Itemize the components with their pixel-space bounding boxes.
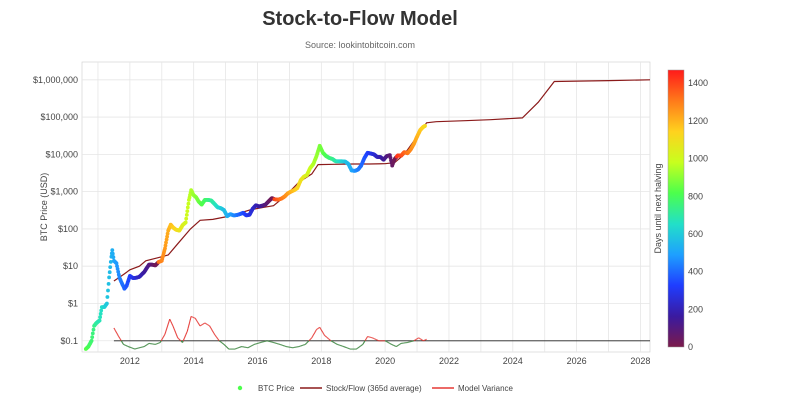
x-tick-label: 2012 bbox=[120, 356, 140, 366]
x-tick-label: 2028 bbox=[630, 356, 650, 366]
legend-label: Model Variance bbox=[458, 384, 514, 393]
legend-item-3[interactable]: Model Variance bbox=[432, 384, 514, 393]
btc-price-point bbox=[99, 308, 104, 313]
btc-price-point bbox=[90, 335, 95, 339]
series bbox=[83, 79, 650, 351]
x-tick-label: 2018 bbox=[311, 356, 331, 366]
colorbar-tick-label: 0 bbox=[688, 342, 693, 352]
y-tick-label: $10 bbox=[63, 261, 78, 271]
y-tick-label: $0.1 bbox=[60, 336, 78, 346]
x-tick-label: 2026 bbox=[567, 356, 587, 366]
colorbar-tick-label: 1400 bbox=[688, 78, 708, 88]
btc-price-point bbox=[110, 248, 115, 253]
legend-swatch bbox=[237, 385, 243, 391]
colorbar-tick-label: 1000 bbox=[688, 154, 708, 164]
colorbar-tick-label: 800 bbox=[688, 191, 703, 201]
stock-flow-line bbox=[113, 79, 650, 282]
y-tick-label: $10,000 bbox=[45, 149, 78, 159]
x-tick-label: 2016 bbox=[247, 356, 267, 366]
btc-price-point bbox=[107, 270, 112, 275]
btc-price-point bbox=[185, 205, 190, 210]
chart-subtitle: Source: lookintobitcoin.com bbox=[304, 40, 416, 50]
btc-price-point bbox=[89, 338, 94, 343]
colorbar-tick-label: 600 bbox=[688, 229, 703, 239]
btc-price-point bbox=[185, 209, 190, 214]
btc-price-point bbox=[165, 231, 170, 236]
btc-price-point bbox=[106, 288, 110, 293]
chart-title: Stock-to-Flow Model bbox=[262, 8, 458, 30]
btc-price-point bbox=[91, 327, 96, 332]
btc-price-point bbox=[115, 267, 120, 271]
btc-price-point bbox=[111, 255, 116, 260]
y-tick-label: $1,000 bbox=[50, 187, 78, 197]
btc-price-point bbox=[163, 243, 168, 248]
btc-price-point bbox=[184, 216, 189, 221]
grid bbox=[81, 61, 651, 353]
btc-price-point bbox=[105, 301, 109, 306]
btc-price-point bbox=[108, 265, 113, 269]
btc-price-point bbox=[186, 201, 191, 206]
btc-price-point bbox=[164, 240, 168, 245]
legend-item-1[interactable]: BTC Price bbox=[237, 384, 295, 393]
colorbar-title: Days until next halving bbox=[653, 163, 663, 253]
x-tick-label: 2024 bbox=[503, 356, 523, 366]
btc-price-point bbox=[165, 234, 170, 239]
y-tick-label: $100,000 bbox=[40, 112, 78, 122]
legend-label: BTC Price bbox=[258, 384, 295, 393]
x-tick-label: 2022 bbox=[439, 356, 459, 366]
colorbar-tick-label: 1200 bbox=[688, 116, 708, 126]
btc-price-point bbox=[184, 213, 189, 217]
y-tick-label: $100 bbox=[58, 224, 78, 234]
legend-item-2[interactable]: Stock/Flow (365d average) bbox=[300, 384, 422, 393]
btc-price-point bbox=[105, 295, 110, 299]
btc-price-point bbox=[98, 311, 103, 316]
plot-frame bbox=[81, 61, 651, 353]
y-tick-label: $1 bbox=[68, 298, 78, 308]
colorbar-scale bbox=[667, 69, 685, 348]
colorbar-tick-label: 400 bbox=[688, 267, 703, 277]
btc-price-point bbox=[98, 315, 102, 319]
legend[interactable]: BTC Price Stock/Flow (365d average) Model … bbox=[237, 384, 514, 393]
x-tick-label: 2014 bbox=[184, 356, 204, 366]
btc-price-point bbox=[116, 272, 121, 277]
btc-price-point bbox=[183, 220, 188, 225]
btc-price-point bbox=[107, 275, 111, 280]
x-tick-label: 2020 bbox=[375, 356, 395, 366]
axes: 2012 2014 2016 2018 2020 2022 2024 2026 2028 $0.1… bbox=[33, 75, 650, 366]
btc-price-point bbox=[114, 261, 119, 266]
btc-price-point bbox=[90, 331, 95, 336]
colorbar-tick-label: 200 bbox=[688, 304, 703, 314]
btc-price-point bbox=[163, 246, 167, 251]
btc-price-point bbox=[423, 124, 427, 128]
btc-price-point bbox=[106, 282, 111, 286]
btc-price-point bbox=[108, 260, 113, 264]
colorbar: 0 200 400 600 800 1000 1200 1400 Days until next… bbox=[653, 69, 708, 352]
btc-price-point bbox=[110, 251, 115, 256]
y-tick-label: $1,000,000 bbox=[33, 75, 78, 85]
btc-price-point bbox=[164, 237, 169, 242]
legend-label: Stock/Flow (365d average) bbox=[326, 384, 422, 393]
y-axis-title: BTC Price (USD) bbox=[39, 173, 49, 242]
btc-price-point bbox=[97, 318, 102, 323]
